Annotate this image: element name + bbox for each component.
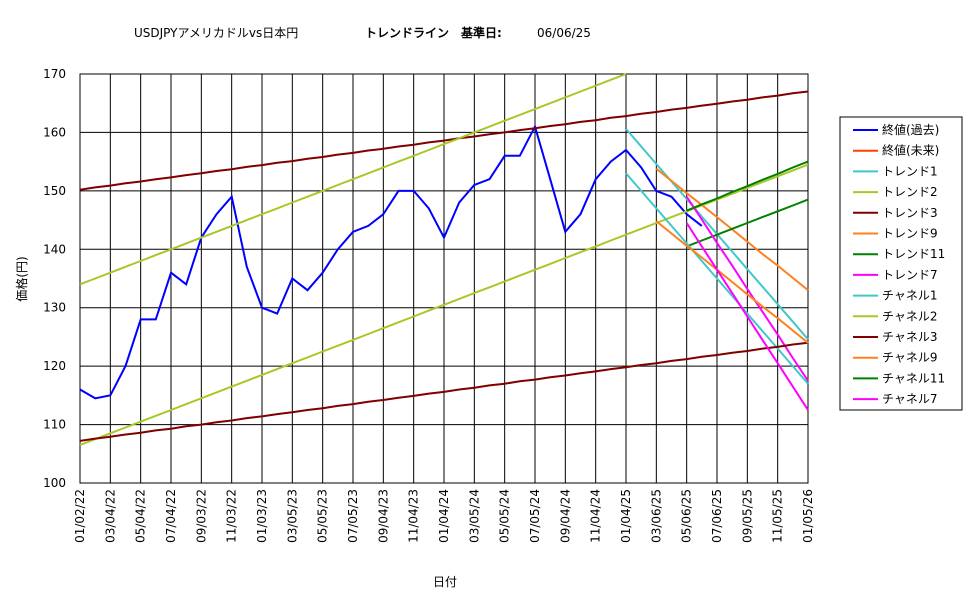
y-tick-label: 170 <box>43 67 66 81</box>
legend-label: チャネル9 <box>882 351 938 365</box>
x-tick-label: 05/05/24 <box>498 489 512 543</box>
legend-label: トレンド2 <box>882 185 938 199</box>
x-tick-label: 01/03/23 <box>255 489 269 543</box>
y-tick-label: 150 <box>43 184 66 198</box>
legend-label: 終値(過去) <box>882 122 939 137</box>
x-tick-label: 07/05/24 <box>528 489 542 543</box>
legend-label: 終値(未来) <box>882 143 939 158</box>
y-tick-label: 110 <box>43 418 66 432</box>
series-line <box>686 160 809 212</box>
series-line <box>685 222 809 411</box>
legend-label: チャネル2 <box>882 309 938 323</box>
x-tick-label: 07/05/23 <box>346 489 360 543</box>
legend-label: チャネル7 <box>882 392 938 406</box>
series-line <box>79 123 703 400</box>
x-tick-label: 09/04/23 <box>376 489 390 543</box>
x-tick-label: 09/03/22 <box>194 489 208 543</box>
y-tick-label: 160 <box>43 125 66 139</box>
y-tick-label: 120 <box>43 359 66 373</box>
x-tick-label: 01/02/22 <box>73 489 87 543</box>
x-tick-label: 11/03/22 <box>225 489 239 543</box>
legend-label: チャネル11 <box>882 371 945 385</box>
legend-label: チャネル3 <box>882 330 938 344</box>
series-line <box>655 220 809 344</box>
x-axis-label: 日付 <box>433 575 457 589</box>
y-axis-label: 価格(円) <box>14 256 29 301</box>
series-line <box>79 90 809 191</box>
x-tick-label: 07/06/25 <box>710 489 724 543</box>
chart-subtitle: トレンドライン 基準日: <box>365 25 502 40</box>
x-tick-label: 05/06/25 <box>680 489 694 543</box>
x-tick-label: 03/05/24 <box>467 489 481 543</box>
chart-title: USDJPYアメリカドルvs日本円 <box>134 26 298 40</box>
reference-date: 06/06/25 <box>537 26 591 40</box>
legend-label: トレンド1 <box>882 164 938 178</box>
x-tick-label: 05/04/22 <box>134 489 148 543</box>
series-line <box>686 198 809 248</box>
x-tick-label: 07/04/22 <box>164 489 178 543</box>
x-tick-label: 03/06/25 <box>649 489 663 543</box>
legend-label: トレンド3 <box>882 206 938 220</box>
series-line <box>79 73 627 286</box>
series-line <box>79 163 809 446</box>
series-line <box>625 172 809 385</box>
legend-box <box>839 116 963 411</box>
x-tick-label: 01/05/26 <box>801 489 815 543</box>
legend-label: トレンド7 <box>882 268 938 282</box>
x-tick-label: 11/04/24 <box>589 489 603 543</box>
y-tick-label: 140 <box>43 242 66 256</box>
y-tick-label: 100 <box>43 476 66 490</box>
x-tick-label: 09/05/25 <box>740 489 754 543</box>
x-tick-label: 09/04/24 <box>558 489 572 543</box>
y-tick-label: 130 <box>43 301 66 315</box>
x-tick-label: 01/04/24 <box>437 489 451 543</box>
x-tick-label: 11/04/23 <box>407 489 421 543</box>
series-line <box>685 196 809 382</box>
legend-label: トレンド11 <box>882 247 945 261</box>
x-tick-label: 11/05/25 <box>771 489 785 543</box>
series-line <box>79 341 809 442</box>
legend-label: チャネル1 <box>882 289 938 303</box>
x-tick-label: 03/04/22 <box>103 489 117 543</box>
x-tick-label: 05/05/23 <box>316 489 330 543</box>
x-tick-label: 01/04/25 <box>619 489 633 543</box>
x-tick-label: 03/05/23 <box>285 489 299 543</box>
legend-label: トレンド9 <box>882 227 938 241</box>
